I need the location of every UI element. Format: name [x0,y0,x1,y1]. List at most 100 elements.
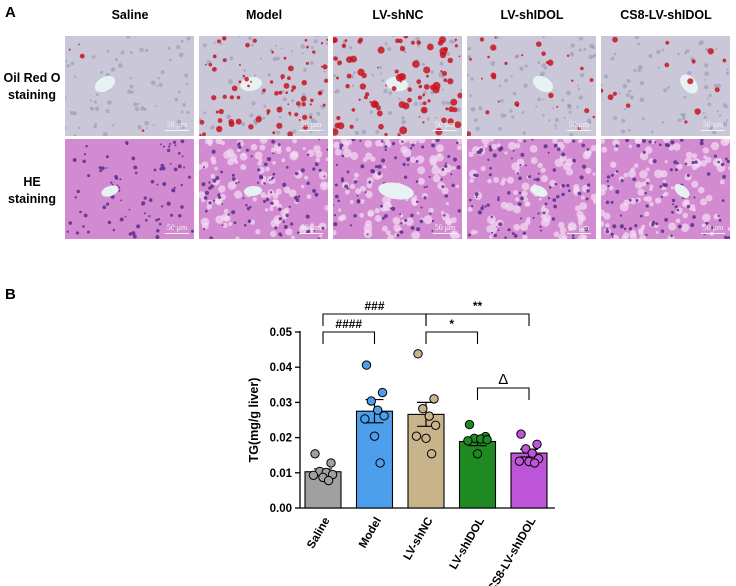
oil-red-o-micrograph-saline: 50 μm [65,36,194,136]
bar-model [355,410,394,509]
data-point [532,439,542,449]
data-point [421,433,431,444]
scale-bar: 50 μm [567,119,591,131]
scale-bar-label: 50 μm [300,119,322,129]
panel-a-label: A [5,4,16,21]
data-point [310,449,320,459]
y-tick-label: 0.05 [270,327,293,339]
scale-bar: 50 μm [433,119,457,131]
oil-red-o-micrograph-model: 50 μm [199,36,328,136]
row-header-oil-red-o-line2: staining [8,88,56,102]
data-point [529,458,540,468]
y-tick-label: 0.02 [270,433,292,445]
scale-bar-line [567,232,591,234]
data-point [482,435,492,445]
column-header-lv-shidol: LV-shIDOL [500,8,564,22]
data-point [413,349,423,359]
significance-label: ### [364,299,384,313]
data-point [373,405,383,415]
row-header-he-line2: staining [8,192,56,206]
row-header-oil-red-o: Oil Red O staining [0,70,64,104]
significance-label: * [449,317,454,331]
scale-bar: 50 μm [299,222,323,234]
scale-bar-line [165,232,189,234]
column-header-saline: Saline [111,8,149,22]
x-tick-label: Saline [305,516,332,551]
column-header-lv-shnc: LV-shNC [372,8,424,22]
scale-bar-label: 50 μm [434,222,456,232]
data-point [521,444,531,454]
he-micrograph-model: 50 μm [199,139,328,239]
scale-bar-label: 50 μm [568,119,590,129]
data-point [516,429,526,439]
scale-bar-label: 50 μm [300,222,322,232]
data-point [418,404,428,414]
data-point [308,470,319,480]
scale-bar-line [299,129,323,131]
scale-bar-label: 50 μm [702,119,724,129]
row-header-he: HE staining [0,174,64,208]
oil-red-o-micrograph-lv-shnc: 50 μm [333,36,462,136]
scale-bar-label: 50 μm [166,119,188,129]
scale-bar-label: 50 μm [166,222,188,232]
significance-bracket [425,331,479,344]
data-point [323,475,334,486]
data-point [463,436,473,446]
significance-label: Δ [498,371,508,388]
scale-bar-line [433,232,457,234]
significance-label: ** [473,299,483,313]
panel-b-label: B [5,286,16,303]
scale-bar-line [567,129,591,131]
y-tick-label: 0.01 [270,468,293,480]
he-micrograph-lv-shidol: 50 μm [467,139,596,239]
data-point [464,419,475,430]
data-point [514,456,525,466]
oil-red-o-micrograph-lv-shidol: 50 μm [467,36,596,136]
data-point [411,431,422,441]
bar-lv-shnc [407,413,445,509]
scale-bar: 50 μm [299,119,323,131]
significance-label: #### [335,317,362,331]
y-tick-label: 0.03 [270,397,292,409]
data-point [426,449,437,459]
y-tick-label: 0.04 [270,362,293,374]
row-header-oil-red-o-line1: Oil Red O [3,71,61,85]
x-tick-label: LV-shNC [402,516,436,563]
scale-bar-line [165,129,189,131]
data-point [361,360,372,370]
data-point [430,420,441,430]
oil-red-o-micrograph-cs8-lv-shidol: 50 μm [601,36,730,136]
scale-bar-line [701,129,725,131]
scale-bar-label: 50 μm [568,222,590,232]
data-point [326,458,336,468]
x-tick-label: CS8-LV-shIDOL [486,516,538,586]
scale-bar: 50 μm [701,119,725,131]
data-point [375,458,385,468]
scale-bar: 50 μm [433,222,457,234]
x-tick-label: Model [357,516,384,551]
he-micrograph-cs8-lv-shidol: 50 μm [601,139,730,239]
column-header-model: Model [245,8,283,22]
scale-bar: 50 μm [165,222,189,234]
scale-bar-line [299,232,323,234]
scale-bar: 50 μm [165,119,189,131]
scale-bar-label: 50 μm [434,119,456,129]
scale-bar-line [433,129,457,131]
data-point [472,449,483,459]
data-point [429,394,439,404]
significance-bracket [322,331,376,344]
data-point [379,411,389,421]
x-tick-label: LV-shIDOL [448,516,487,572]
he-micrograph-lv-shnc: 50 μm [333,139,462,239]
data-point [527,448,537,458]
data-point [377,387,388,398]
scale-bar: 50 μm [567,222,591,234]
y-tick-label: 0.00 [270,503,292,515]
data-point [360,414,370,424]
data-point [366,396,376,406]
scale-bar-line [701,232,725,234]
y-axis-label: TG(mg/g liver) [247,378,261,463]
scale-bar: 50 μm [701,223,725,234]
significance-bracket [476,387,530,400]
